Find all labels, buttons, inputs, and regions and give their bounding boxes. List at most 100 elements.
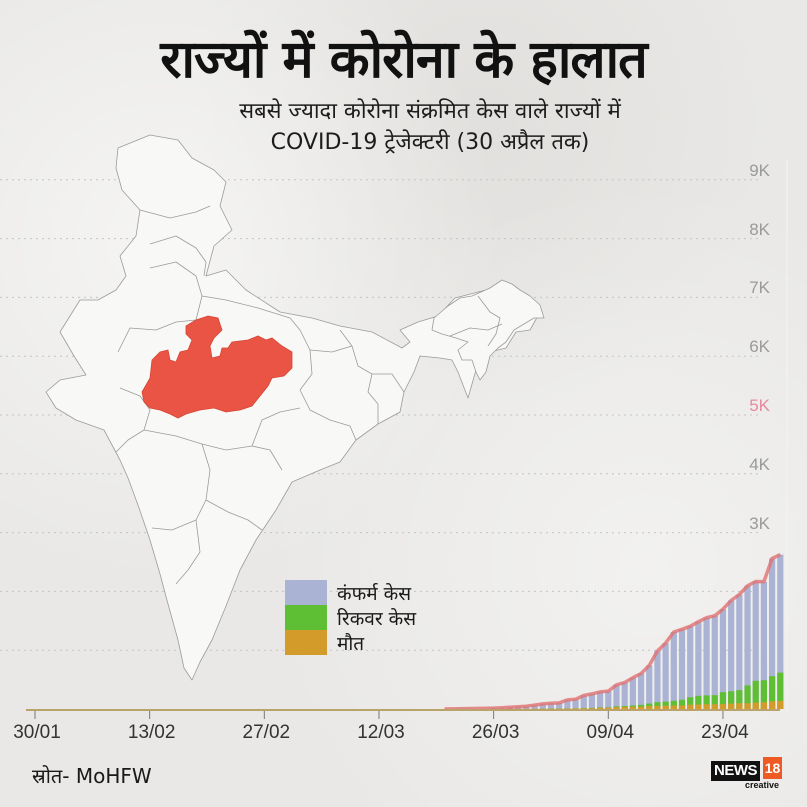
legend-swatch-recovered	[285, 605, 327, 630]
x-tick-label: 13/02	[127, 722, 176, 743]
logo-tagline: creative	[745, 780, 780, 790]
bar-confirmed	[736, 594, 743, 709]
bar-deaths	[654, 705, 661, 709]
y-tick-label: 6K	[749, 337, 770, 357]
legend-swatch-confirmed	[285, 580, 327, 605]
bar-confirmed	[695, 621, 702, 709]
bar-deaths	[662, 705, 669, 709]
bar-deaths	[613, 707, 620, 709]
bar-confirmed	[662, 643, 669, 709]
bar-recovered	[777, 672, 784, 709]
bar-deaths	[646, 706, 653, 709]
legend-item-deaths: मौत	[285, 630, 416, 655]
bar-confirmed	[621, 682, 628, 709]
legend-label-deaths: मौत	[337, 632, 365, 655]
bar-confirmed	[760, 581, 768, 709]
legend-label-confirmed: कंफर्म केस	[337, 582, 412, 605]
bar-confirmed	[752, 581, 759, 709]
bar-deaths	[744, 703, 751, 709]
legend-label-recovered: रिकवर केस	[337, 607, 417, 630]
bar-recovered	[769, 676, 776, 709]
bar-deaths	[637, 706, 645, 709]
bar-confirmed	[637, 673, 645, 709]
news18-creative-logo: NEWS 18 creative	[711, 757, 791, 791]
subtitle: सबसे ज्यादा कोरोना संक्रमित केस वाले राज…	[170, 96, 690, 158]
x-tick-label: 27/02	[242, 722, 291, 743]
bar-recovered	[678, 699, 686, 709]
y-tick-label: 3K	[749, 513, 770, 533]
india-mainland	[45, 134, 541, 681]
bar-confirmed	[547, 703, 555, 709]
bar-confirmed	[588, 693, 596, 709]
bar-recovered	[752, 680, 759, 709]
bar-deaths	[597, 707, 604, 710]
bar-deaths	[752, 702, 759, 709]
page-title: राज्यों में कोरोना के हालात	[160, 30, 647, 90]
bar-confirmed	[605, 691, 612, 709]
x-tick-label: 09/04	[586, 722, 635, 743]
bar-confirmed	[654, 650, 661, 709]
bar-deaths	[777, 700, 784, 709]
bar-confirmed	[556, 702, 563, 709]
confirmed-trend-line	[444, 553, 782, 711]
legend-swatch-deaths	[285, 630, 327, 655]
bar-confirmed	[703, 617, 710, 709]
bar-confirmed	[777, 554, 784, 709]
bar-confirmed	[597, 691, 604, 709]
bar-deaths	[711, 704, 718, 709]
x-tick-label: 12/03	[357, 722, 405, 743]
bar-recovered	[695, 695, 702, 709]
bar-confirmed	[580, 695, 587, 709]
bar-confirmed	[629, 677, 636, 709]
bar-deaths	[687, 704, 694, 709]
bar-confirmed	[670, 631, 677, 709]
x-tick-label: 23/04	[701, 722, 749, 743]
bar-recovered	[662, 701, 669, 709]
bar-deaths	[605, 707, 612, 710]
bar-confirmed	[572, 699, 579, 709]
subtitle-line-2: COVID-19 ट्रेजेक्टरी (30 अप्रैल तक)	[270, 130, 590, 155]
subtitle-line-1: सबसे ज्यादा कोरोना संक्रमित केस वाले राज…	[239, 99, 621, 124]
y-tick-label: 5K	[749, 396, 770, 415]
madhya-pradesh-highlight	[141, 315, 293, 419]
logo-brand: NEWS	[711, 761, 760, 781]
y-tick-label: 7K	[749, 278, 770, 298]
bar-deaths	[760, 702, 768, 709]
bar-recovered	[670, 700, 677, 709]
bar-confirmed	[687, 626, 694, 709]
bar-deaths	[728, 703, 735, 709]
y-tick-label: 8K	[749, 219, 770, 239]
bar-recovered	[654, 702, 661, 709]
bar-recovered	[687, 697, 694, 709]
bar-recovered	[736, 690, 743, 709]
y-tick-label: 4K	[749, 454, 770, 474]
bar-confirmed	[744, 585, 751, 709]
x-tick-label: 30/01	[13, 722, 61, 743]
bar-confirmed	[678, 629, 686, 709]
bar-confirmed	[531, 705, 538, 709]
bar-recovered	[744, 685, 751, 709]
bar-confirmed	[646, 665, 653, 709]
bar-confirmed	[711, 615, 718, 709]
legend-item-confirmed: कंफर्म केस	[285, 580, 416, 605]
bar-deaths	[629, 706, 636, 709]
bar-recovered	[728, 691, 735, 709]
bar-deaths	[703, 704, 710, 709]
bar-deaths	[695, 704, 702, 709]
bar-confirmed	[719, 609, 727, 709]
bar-deaths	[588, 708, 596, 710]
bar-confirmed	[539, 703, 546, 709]
bar-confirmed	[613, 684, 620, 709]
bar-deaths	[621, 706, 628, 709]
bar-deaths	[670, 705, 677, 709]
legend-item-recovered: रिकवर केस	[285, 605, 416, 630]
bar-recovered	[760, 680, 768, 709]
bar-confirmed	[564, 699, 571, 709]
bar-deaths	[736, 703, 743, 709]
bar-deaths	[769, 701, 776, 709]
source-credit: स्रोत- MoHFW	[32, 764, 152, 788]
chart-legend: कंफर्म केस रिकवर केस मौत	[285, 580, 416, 655]
bar-confirmed	[728, 600, 735, 709]
bar-recovered	[711, 695, 718, 709]
